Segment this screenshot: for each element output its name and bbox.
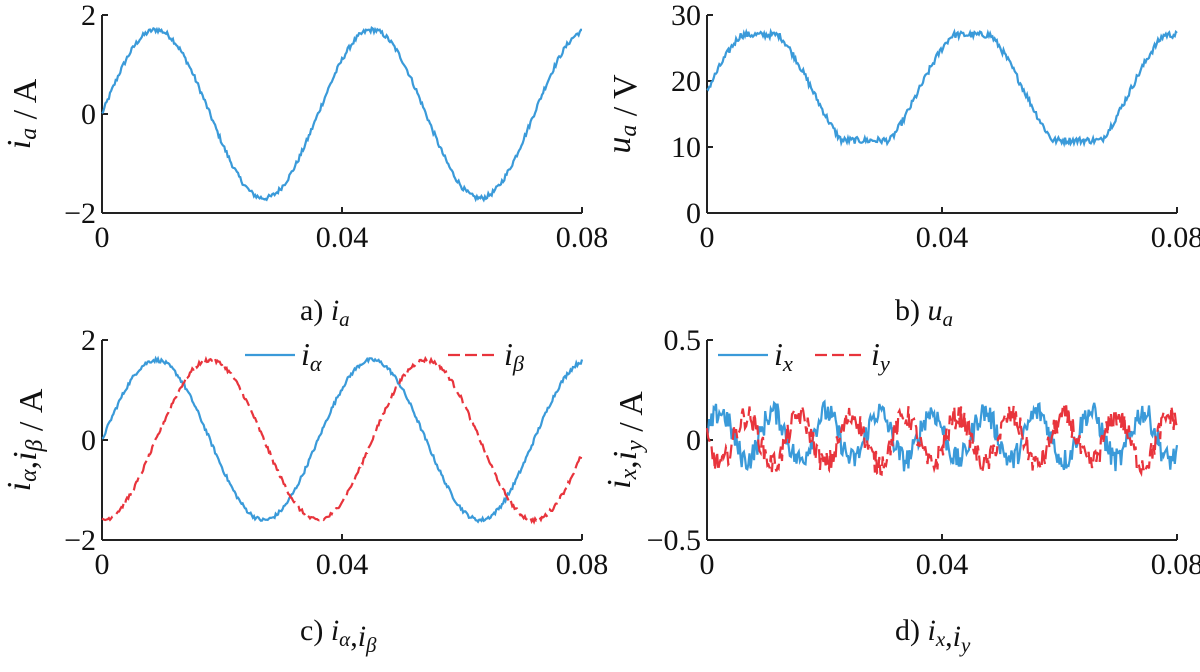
y-axis-label: ia / A: [1, 78, 44, 149]
y-tick-label: 10: [671, 131, 701, 164]
y-axis-label: ix,iy / A: [601, 391, 650, 489]
x-tick-label: 0.04: [916, 221, 969, 254]
legend-label: iy: [871, 336, 890, 376]
panel-caption: d) ix,iy: [895, 614, 971, 657]
panel-d: 0 0.04 0.08−0.500.5ix,iy / Aix iyd) ix,iy: [601, 324, 1200, 657]
y-tick-label: 0: [686, 424, 701, 457]
x-tick-label: 0.08: [1151, 548, 1200, 581]
x-tick-label: 0.04: [316, 221, 369, 254]
y-tick-label: −2: [64, 197, 96, 230]
y-tick-label: 0: [81, 98, 96, 131]
series-line-2: [705, 402, 1179, 478]
y-tick-label: 20: [671, 65, 701, 98]
panel-caption: b) ua: [895, 294, 953, 331]
series-line-1: [101, 25, 583, 203]
y-tick-label: −2: [64, 524, 96, 557]
x-tick-label: 0: [700, 548, 715, 581]
legend-label: iα: [301, 336, 323, 376]
x-tick-label: 0.08: [1151, 221, 1200, 254]
y-tick-label: 0: [686, 197, 701, 230]
x-tick-label: 0: [95, 548, 110, 581]
x-tick-label: 0.08: [556, 221, 609, 254]
y-tick-label: 2: [81, 0, 96, 32]
y-tick-label: 2: [81, 324, 96, 357]
x-tick-label: 0: [700, 221, 715, 254]
y-tick-label: 0.5: [664, 324, 702, 357]
y-tick-label: 0: [81, 424, 96, 457]
series-line-2: [101, 355, 584, 525]
legend-label: iβ: [504, 336, 525, 376]
series-line-1: [706, 27, 1178, 148]
x-tick-label: 0.04: [916, 548, 969, 581]
x-tick-label: 0: [95, 221, 110, 254]
panel-caption: c) iα,iβ: [300, 614, 377, 657]
y-axis-label: ua / V: [601, 74, 644, 154]
y-tick-label: 30: [671, 0, 701, 32]
legend-label: ix: [774, 336, 793, 376]
x-tick-label: 0.08: [556, 548, 609, 581]
y-tick-label: −0.5: [647, 524, 701, 557]
panel-caption: a) ia: [300, 294, 350, 331]
y-axis-label: iα,iβ / A: [1, 388, 50, 491]
panel-b: 0 0.04 0.08 0 10 20 30 ua / V b) ua: [601, 0, 1200, 331]
series-line-1: [101, 355, 584, 524]
x-tick-label: 0.04: [316, 548, 369, 581]
series-line-1: [706, 399, 1179, 472]
